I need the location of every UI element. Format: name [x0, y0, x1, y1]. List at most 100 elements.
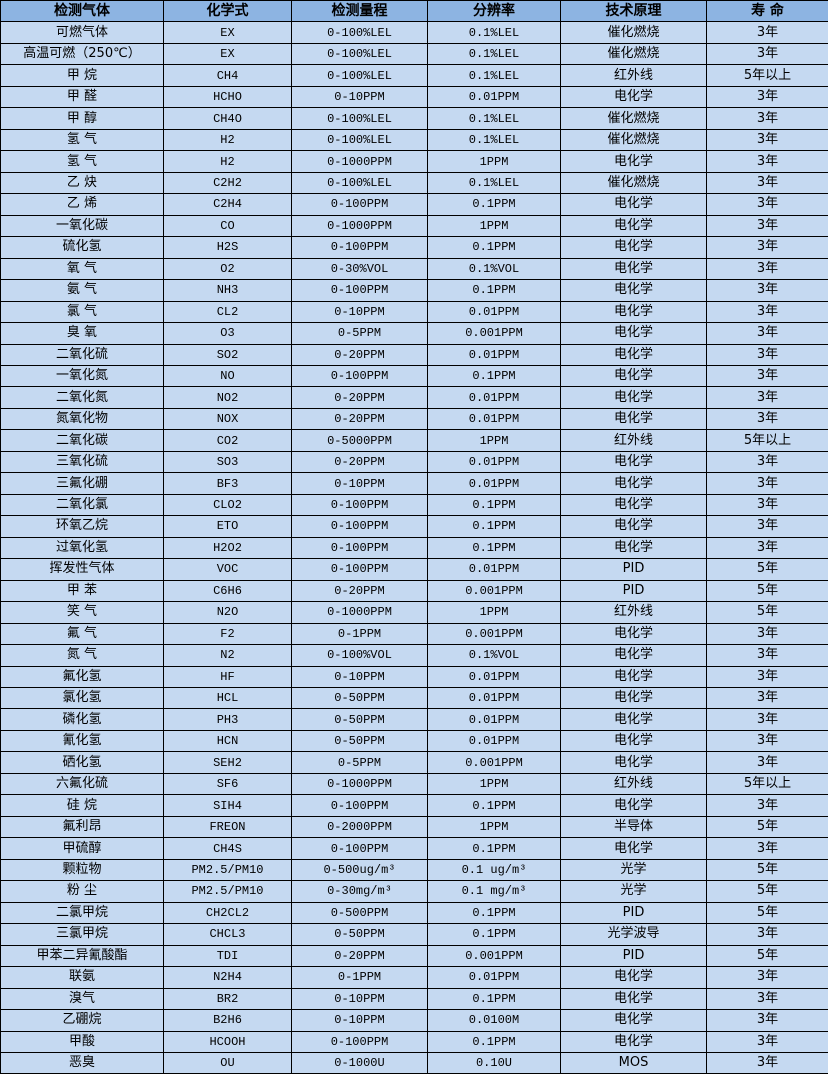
cell-principle: 电化学: [560, 257, 707, 281]
cell-principle: 电化学: [560, 386, 707, 409]
cell-lifetime: 5年: [706, 858, 828, 882]
cell-range: 0-50PPM: [291, 923, 428, 946]
cell-gas-name: 二氧化氯: [0, 493, 164, 517]
table-row: 甲 烷 CH4 0-100%LEL 0.1%LEL 红外线 5年以上: [0, 64, 828, 87]
cell-range: 0-10PPM: [291, 665, 428, 689]
cell-resolution: 0.1PPM: [427, 279, 561, 302]
cell-lifetime: 3年: [706, 987, 828, 1011]
cell-principle: 半导体: [560, 815, 707, 839]
cell-formula: C2H4: [163, 193, 292, 216]
cell-formula: SF6: [163, 772, 292, 796]
cell-resolution: 0.1%LEL: [427, 21, 561, 44]
cell-lifetime: 3年: [706, 364, 828, 388]
cell-range: 0-100PPM: [291, 515, 428, 538]
cell-formula: H2S: [163, 236, 292, 259]
cell-lifetime: 3年: [706, 128, 828, 152]
table-row: 六氟化硫 SF6 0-1000PPM 1PPM 红外线 5年以上: [0, 772, 828, 796]
cell-lifetime: 3年: [706, 150, 828, 173]
cell-lifetime: 3年: [706, 322, 828, 345]
cell-formula: HCN: [163, 729, 292, 753]
cell-resolution: 0.1%VOL: [427, 644, 561, 667]
cell-lifetime: 5年: [706, 601, 828, 624]
table-row: 氯 气 CL2 0-10PPM 0.01PPM 电化学 3年: [0, 300, 828, 324]
cell-principle: 红外线: [560, 64, 707, 87]
cell-resolution: 0.1PPM: [427, 364, 561, 388]
cell-formula: VOC: [163, 558, 292, 581]
cell-range: 0-20PPM: [291, 579, 428, 603]
cell-range: 0-1000PPM: [291, 772, 428, 796]
cell-resolution: 0.1PPM: [427, 794, 561, 817]
cell-principle: 催化燃烧: [560, 171, 707, 195]
table-row: 环氧乙烷 ETO 0-100PPM 0.1PPM 电化学 3年: [0, 515, 828, 538]
table-row: 甲硫醇 CH4S 0-100PPM 0.1PPM 电化学 3年: [0, 837, 828, 860]
cell-principle: 光学: [560, 858, 707, 882]
cell-gas-name: 三氧化硫: [0, 450, 164, 474]
cell-gas-name: 甲苯二异氰酸酯: [0, 944, 164, 968]
cell-gas-name: 氯化氢: [0, 686, 164, 710]
cell-resolution: 1PPM: [427, 772, 561, 796]
cell-lifetime: 3年: [706, 665, 828, 689]
cell-resolution: 1PPM: [427, 601, 561, 624]
cell-formula: HF: [163, 665, 292, 689]
cell-lifetime: 5年: [706, 579, 828, 603]
cell-range: 0-100PPM: [291, 236, 428, 259]
cell-gas-name: 甲 醇: [0, 107, 164, 130]
cell-gas-name: 氟利昂: [0, 815, 164, 839]
cell-lifetime: 3年: [706, 171, 828, 195]
cell-lifetime: 3年: [706, 686, 828, 710]
cell-resolution: 0.01PPM: [427, 450, 561, 474]
table-row: 臭 氧 O3 0-5PPM 0.001PPM 电化学 3年: [0, 322, 828, 345]
table-row: 一氧化碳 CO 0-1000PPM 1PPM 电化学 3年: [0, 214, 828, 238]
cell-gas-name: 臭 氧: [0, 322, 164, 345]
cell-lifetime: 5年以上: [706, 772, 828, 796]
cell-principle: 电化学: [560, 322, 707, 345]
cell-formula: TDI: [163, 944, 292, 968]
cell-principle: 电化学: [560, 686, 707, 710]
table-row: 氢 气 H2 0-1000PPM 1PPM 电化学 3年: [0, 150, 828, 173]
table-row: 氟利昂 FREON 0-2000PPM 1PPM 半导体 5年: [0, 815, 828, 839]
cell-formula: H2: [163, 150, 292, 173]
cell-principle: 电化学: [560, 665, 707, 689]
cell-resolution: 0.1%LEL: [427, 128, 561, 152]
cell-range: 0-20PPM: [291, 386, 428, 409]
cell-range: 0-100PPM: [291, 364, 428, 388]
cell-lifetime: 3年: [706, 923, 828, 946]
table-row: 乙 烯 C2H4 0-100PPM 0.1PPM 电化学 3年: [0, 193, 828, 216]
cell-formula: NO: [163, 364, 292, 388]
cell-principle: 电化学: [560, 622, 707, 646]
header-lifetime: 寿 命: [706, 0, 828, 23]
table-row: 硅 烷 SIH4 0-100PPM 0.1PPM 电化学 3年: [0, 794, 828, 817]
cell-gas-name: 二氧化硫: [0, 343, 164, 366]
cell-resolution: 0.1PPM: [427, 536, 561, 560]
cell-range: 0-1PPM: [291, 622, 428, 646]
cell-lifetime: 3年: [706, 279, 828, 302]
cell-range: 0-100PPM: [291, 558, 428, 581]
table-row: 三氟化硼 BF3 0-10PPM 0.01PPM 电化学 3年: [0, 472, 828, 495]
cell-principle: 红外线: [560, 429, 707, 452]
cell-range: 0-50PPM: [291, 708, 428, 731]
cell-principle: 电化学: [560, 279, 707, 302]
table-row: 氯化氢 HCL 0-50PPM 0.01PPM 电化学 3年: [0, 686, 828, 710]
cell-formula: OU: [163, 1051, 292, 1074]
cell-range: 0-100PPM: [291, 493, 428, 517]
table-row: 磷化氢 PH3 0-50PPM 0.01PPM 电化学 3年: [0, 708, 828, 731]
cell-resolution: 1PPM: [427, 150, 561, 173]
cell-lifetime: 3年: [706, 622, 828, 646]
cell-principle: 电化学: [560, 536, 707, 560]
cell-gas-name: 六氟化硫: [0, 772, 164, 796]
cell-resolution: 0.1 ug/m³: [427, 858, 561, 882]
cell-gas-name: 高温可燃（250℃）: [0, 42, 164, 66]
cell-resolution: 0.1%LEL: [427, 107, 561, 130]
cell-lifetime: 3年: [706, 751, 828, 774]
cell-gas-name: 甲 醛: [0, 85, 164, 109]
cell-range: 0-10PPM: [291, 300, 428, 324]
cell-range: 0-1000PPM: [291, 214, 428, 238]
cell-gas-name: 甲硫醇: [0, 837, 164, 860]
cell-lifetime: 5年: [706, 815, 828, 839]
cell-resolution: 0.01PPM: [427, 686, 561, 710]
cell-principle: 催化燃烧: [560, 42, 707, 66]
cell-resolution: 0.001PPM: [427, 322, 561, 345]
cell-gas-name: 甲 烷: [0, 64, 164, 87]
cell-formula: B2H6: [163, 1009, 292, 1032]
cell-resolution: 0.1PPM: [427, 901, 561, 925]
